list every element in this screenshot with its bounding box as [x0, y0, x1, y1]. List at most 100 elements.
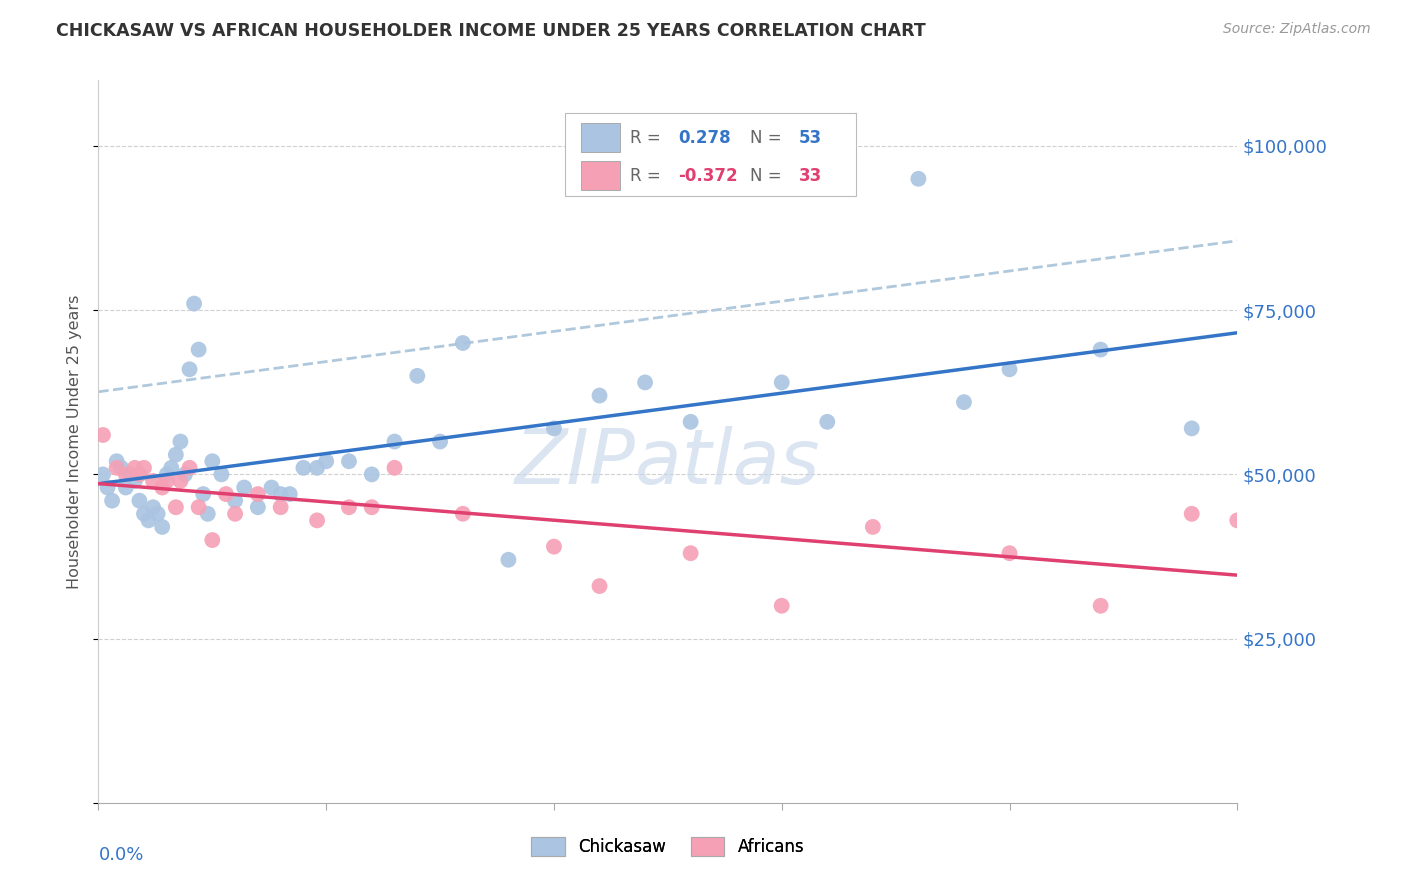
Point [120, 467, 142, 482]
Point [132, 507, 155, 521]
Point [315, 454, 337, 468]
Point [498, 553, 520, 567]
Point [588, 579, 610, 593]
Point [307, 460, 329, 475]
Point [169, 434, 191, 449]
Point [770, 376, 793, 390]
Point [105, 454, 128, 468]
Point [142, 500, 165, 515]
Point [114, 467, 136, 482]
Point [105, 460, 128, 475]
Point [124, 460, 146, 475]
Y-axis label: Householder Income Under 25 years: Householder Income Under 25 years [67, 294, 83, 589]
Point [179, 460, 201, 475]
Point [907, 171, 929, 186]
Point [165, 500, 187, 515]
Point [174, 467, 197, 482]
Text: R =: R = [630, 167, 666, 185]
Point [201, 454, 224, 468]
Point [406, 368, 429, 383]
Point [169, 474, 191, 488]
Point [132, 460, 155, 475]
Point [209, 467, 232, 482]
Point [384, 460, 406, 475]
Point [124, 474, 146, 488]
Point [770, 599, 793, 613]
Point [246, 487, 269, 501]
FancyBboxPatch shape [581, 161, 620, 190]
Text: CHICKASAW VS AFRICAN HOUSEHOLDER INCOME UNDER 25 YEARS CORRELATION CHART: CHICKASAW VS AFRICAN HOUSEHOLDER INCOME … [56, 22, 927, 40]
Point [246, 500, 269, 515]
Text: 33: 33 [799, 167, 823, 185]
Point [360, 467, 382, 482]
Point [146, 507, 169, 521]
Point [543, 421, 565, 435]
Point [998, 362, 1021, 376]
Point [270, 487, 292, 501]
Point [110, 460, 132, 475]
Point [337, 454, 360, 468]
Point [201, 533, 224, 547]
Point [278, 487, 301, 501]
Legend: Chickasaw, Africans: Chickasaw, Africans [524, 830, 811, 863]
Point [96, 481, 118, 495]
Point [142, 474, 165, 488]
Text: N =: N = [749, 167, 787, 185]
Point [193, 487, 215, 501]
Point [1181, 421, 1204, 435]
Point [197, 507, 219, 521]
Point [160, 460, 183, 475]
Point [215, 487, 238, 501]
Point [150, 520, 173, 534]
Text: Source: ZipAtlas.com: Source: ZipAtlas.com [1223, 22, 1371, 37]
Point [451, 507, 474, 521]
Point [337, 500, 360, 515]
Text: N =: N = [749, 128, 787, 146]
Point [543, 540, 565, 554]
Text: R =: R = [630, 128, 666, 146]
Point [307, 513, 329, 527]
Point [187, 500, 209, 515]
Point [862, 520, 884, 534]
Point [679, 546, 702, 560]
Point [128, 493, 150, 508]
Text: 53: 53 [799, 128, 823, 146]
Point [91, 467, 114, 482]
Point [1181, 507, 1204, 521]
Point [183, 296, 205, 310]
Text: 0.278: 0.278 [678, 128, 731, 146]
Point [224, 507, 246, 521]
Point [260, 481, 283, 495]
Text: -0.372: -0.372 [678, 167, 738, 185]
Point [1226, 513, 1249, 527]
Point [128, 467, 150, 482]
Point [679, 415, 702, 429]
Point [1090, 599, 1112, 613]
Text: 0.0%: 0.0% [98, 847, 143, 864]
FancyBboxPatch shape [565, 112, 856, 196]
Point [1090, 343, 1112, 357]
Point [451, 336, 474, 351]
FancyBboxPatch shape [581, 123, 620, 153]
Point [101, 493, 124, 508]
Point [187, 343, 209, 357]
Point [360, 500, 382, 515]
Point [384, 434, 406, 449]
Point [156, 467, 179, 482]
Point [150, 481, 173, 495]
Point [634, 376, 657, 390]
Point [233, 481, 256, 495]
Point [179, 362, 201, 376]
Text: ZIPatlas: ZIPatlas [515, 426, 821, 500]
Point [114, 481, 136, 495]
Point [815, 415, 838, 429]
Point [292, 460, 315, 475]
Point [270, 500, 292, 515]
Point [224, 493, 246, 508]
Point [91, 428, 114, 442]
Point [429, 434, 451, 449]
Point [138, 513, 160, 527]
Point [588, 388, 610, 402]
Point [156, 474, 179, 488]
Point [165, 448, 187, 462]
